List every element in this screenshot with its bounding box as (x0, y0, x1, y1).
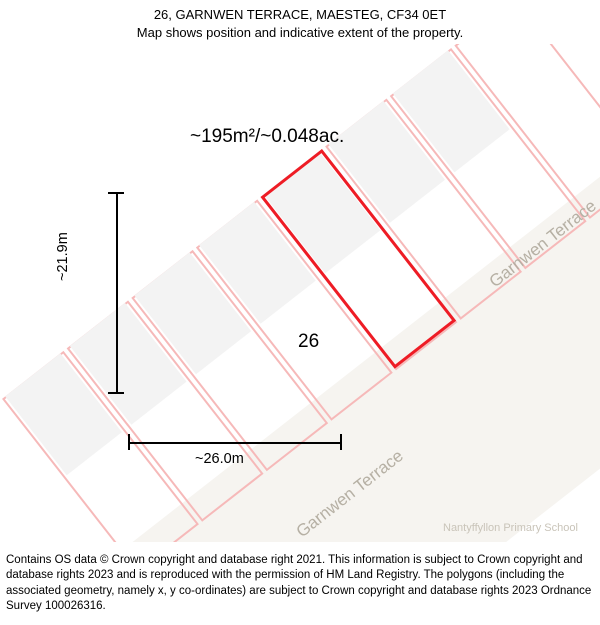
header: 26, GARNWEN TERRACE, MAESTEG, CF34 0ET M… (0, 0, 600, 43)
dim-horizontal-tick-right (340, 434, 342, 450)
area-label: ~195m²/~0.048ac. (190, 126, 344, 148)
house-number-26: 26 (298, 331, 319, 353)
dim-vertical-tick-top (108, 192, 124, 194)
school-label: Nantyffyllon Primary School (443, 522, 578, 534)
header-title: 26, GARNWEN TERRACE, MAESTEG, CF34 0ET (8, 6, 592, 24)
dim-vertical-line (116, 192, 118, 392)
highlighted-property-26 (260, 149, 456, 369)
dim-horizontal-tick-left (128, 434, 130, 450)
dim-vertical-label: ~21.9m (55, 232, 71, 281)
dim-vertical-tick-bottom (108, 392, 124, 394)
dim-horizontal-line (128, 442, 340, 444)
map-viewport: Garnwen TerraceGarnwen Terrace ~195m²/~0… (0, 44, 600, 542)
map-scene: Garnwen TerraceGarnwen Terrace ~195m²/~0… (0, 44, 600, 542)
header-subtitle: Map shows position and indicative extent… (8, 24, 592, 42)
dim-horizontal-label: ~26.0m (195, 451, 244, 467)
footer-attribution: Contains OS data © Crown copyright and d… (0, 547, 600, 625)
